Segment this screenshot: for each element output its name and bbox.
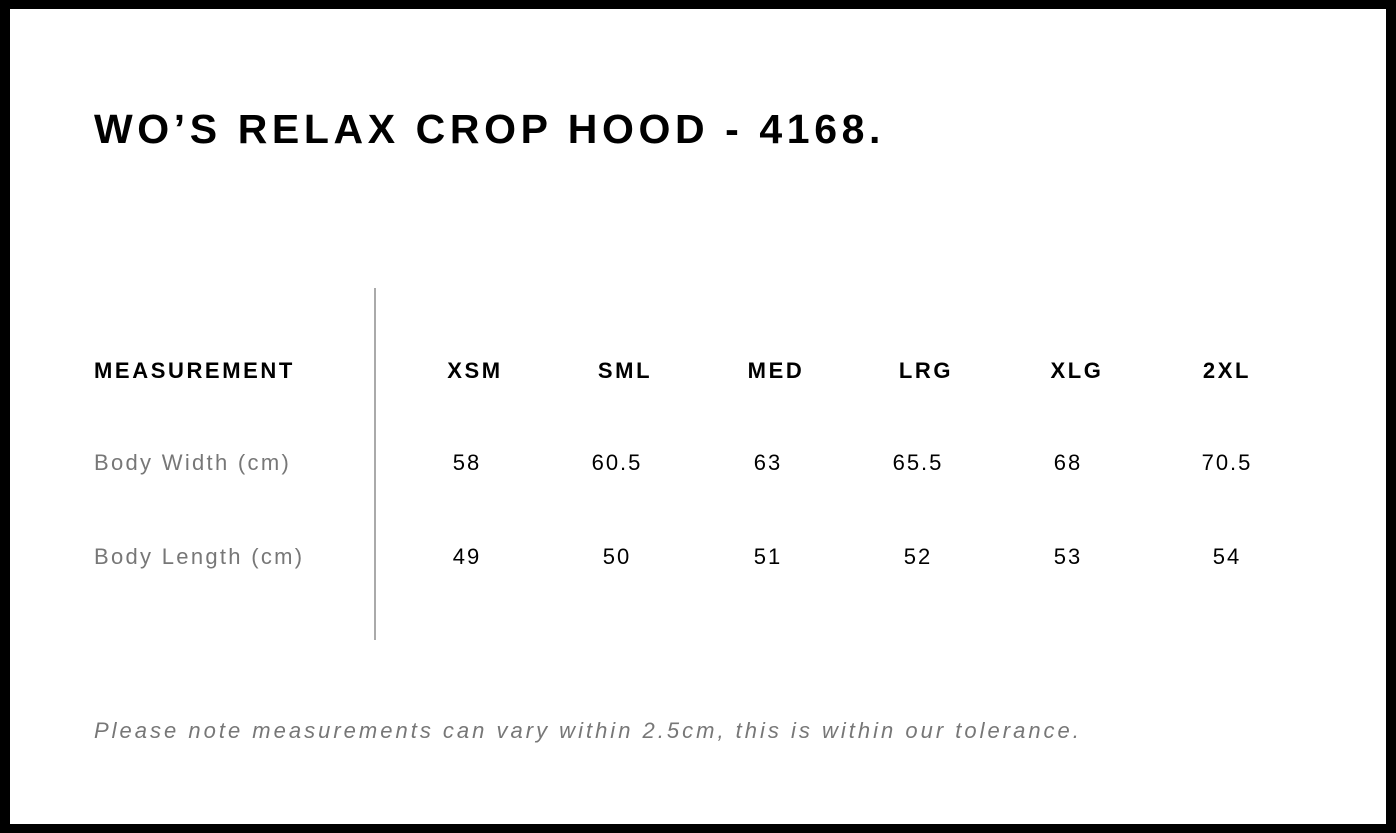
table-cell: 70.5 [1201,450,1253,475]
size-header-xsm: XSM [447,358,503,383]
table-cell: 52 [903,544,933,569]
size-header-xlg: XLG [1050,358,1104,383]
size-header-2xl: 2XL [1202,358,1252,383]
row-label-body-width: Body Width (cm) [94,450,292,475]
table-cell: 51 [753,544,783,569]
size-header-sml: SML [597,358,653,383]
page-title: WO’S RELAX CROP HOOD - 4168. [94,106,886,152]
table-cell: 63 [753,450,783,475]
table-cell: 68 [1053,450,1083,475]
size-header-lrg: LRG [898,358,954,383]
measurement-header: MEASUREMENT [94,358,295,383]
tolerance-note: Please note measurements can vary within… [94,718,1082,743]
table-cell: 58 [452,450,482,475]
table-cell: 65.5 [892,450,944,475]
table-cell: 53 [1053,544,1083,569]
row-label-body-length: Body Length (cm) [94,544,305,569]
size-header-med: MED [747,358,805,383]
table-cell: 60.5 [591,450,643,475]
column-divider [374,288,376,640]
table-cell: 49 [452,544,482,569]
table-cell: 50 [602,544,632,569]
table-cell: 54 [1212,544,1242,569]
